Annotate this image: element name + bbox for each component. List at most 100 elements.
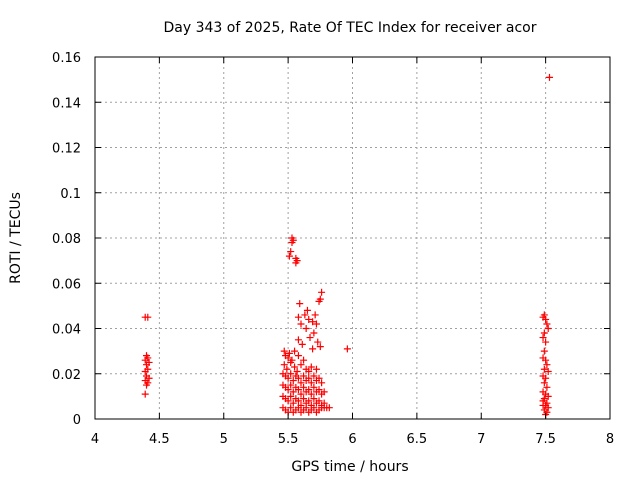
data-point [542, 374, 550, 382]
data-point [302, 404, 310, 412]
data-point [309, 345, 317, 353]
data-point [318, 288, 326, 296]
data-point [315, 386, 323, 394]
x-tick-label: 6 [348, 432, 356, 447]
data-point [294, 374, 302, 382]
data-point [294, 397, 302, 405]
data-point [307, 390, 315, 398]
data-point [542, 315, 550, 323]
data-point [285, 349, 293, 357]
data-point [300, 395, 308, 403]
data-point [296, 300, 304, 308]
data-point [315, 374, 323, 382]
y-tick-label: 0.06 [52, 277, 81, 292]
x-tick-label: 7 [477, 432, 485, 447]
data-point [312, 365, 320, 373]
data-point [294, 313, 302, 321]
data-point [543, 383, 551, 391]
data-point [300, 356, 308, 364]
data-point [310, 329, 318, 337]
data-point [544, 367, 552, 375]
x-tick-labels: 4 4.5 5 5.5 6 6.5 7 7.5 8 [91, 432, 614, 447]
data-point [544, 392, 552, 400]
data-point [291, 347, 299, 355]
grid-lines [95, 57, 610, 419]
data-point [294, 336, 302, 344]
y-axis-label: ROTI / TECUs [8, 192, 24, 284]
data-point [145, 374, 153, 382]
data-point [305, 397, 313, 405]
data-point [302, 325, 310, 332]
data-point [307, 363, 315, 371]
data-point [297, 320, 305, 328]
data-point [315, 397, 323, 405]
data-point [280, 347, 288, 355]
y-tick-labels: 0 0.02 0.04 0.06 0.08 0.1 0.12 0.14 0.16 [52, 51, 81, 428]
data-point [287, 248, 295, 256]
data-point [287, 381, 295, 389]
data-point [539, 401, 547, 409]
data-point [314, 338, 322, 346]
data-point [544, 325, 552, 332]
data-point [307, 379, 315, 387]
data-point [320, 388, 328, 396]
data-point [294, 404, 302, 412]
data-point [540, 365, 548, 373]
data-point [287, 358, 295, 366]
data-point [143, 381, 150, 389]
data-point [542, 338, 550, 346]
x-tick-label: 5 [220, 432, 228, 447]
y-tick-label: 0.14 [52, 96, 81, 111]
data-point [318, 379, 326, 387]
data-point [545, 73, 553, 81]
chart-title: Day 343 of 2025, Rate Of TEC Index for r… [164, 20, 537, 36]
data-point [294, 386, 302, 394]
data-point [287, 404, 295, 412]
axis-ticks [94, 56, 611, 420]
data-point [297, 379, 305, 387]
data-point [280, 361, 288, 369]
y-tick-label: 0.1 [60, 187, 81, 202]
data-point [287, 370, 295, 378]
y-tick-label: 0.16 [52, 51, 81, 66]
data-point [303, 306, 311, 314]
data-point [310, 372, 318, 380]
data-point [298, 340, 306, 348]
data-point [305, 367, 313, 375]
data-point [289, 377, 297, 385]
y-tick-label: 0.02 [52, 368, 81, 383]
data-point [289, 399, 297, 407]
data-point [291, 363, 299, 371]
data-point [539, 334, 547, 342]
data-point [283, 365, 291, 373]
data-point [543, 320, 551, 328]
y-tick-label: 0.08 [52, 232, 81, 247]
data-point [300, 383, 308, 391]
x-tick-label: 8 [606, 432, 614, 447]
data-point [141, 390, 149, 398]
data-point [284, 386, 292, 394]
data-point [288, 239, 296, 247]
data-point [143, 361, 150, 369]
data-points [141, 73, 553, 418]
x-tick-label: 5.5 [278, 432, 299, 447]
x-tick-label: 7.5 [535, 432, 556, 447]
data-point [297, 361, 305, 369]
data-point [285, 252, 293, 260]
y-tick-label: 0.12 [52, 142, 81, 157]
data-point [141, 367, 149, 375]
data-point [284, 354, 292, 362]
x-tick-label: 4.5 [149, 432, 170, 447]
data-point [284, 374, 292, 382]
data-point [294, 352, 302, 360]
data-point [542, 356, 550, 364]
data-point [544, 404, 552, 412]
data-point [540, 329, 548, 337]
data-point [297, 390, 305, 398]
data-point [540, 347, 548, 355]
data-point [316, 343, 324, 351]
data-point [311, 311, 319, 319]
data-point [305, 374, 313, 382]
data-point [540, 379, 548, 387]
